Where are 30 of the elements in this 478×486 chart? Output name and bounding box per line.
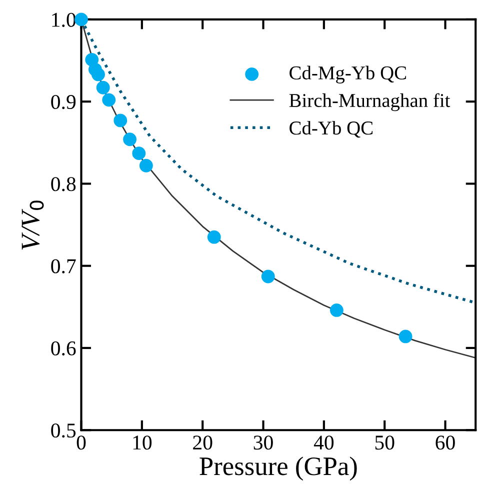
legend-label: Cd-Mg-Yb QC	[290, 66, 406, 84]
x-tick-label: 10	[133, 436, 152, 450]
point	[96, 80, 110, 94]
x-tick-label: 60	[436, 436, 455, 450]
legend-label: Cd-Yb QC	[290, 120, 372, 138]
point	[398, 330, 412, 344]
point	[139, 158, 153, 172]
x-tick-label: 50	[375, 436, 394, 450]
x-tick-label: 20	[193, 436, 212, 450]
point	[102, 93, 116, 107]
point	[74, 12, 88, 26]
point	[261, 270, 275, 284]
y-tick-label: 0.7	[51, 259, 76, 274]
x-tick-label: 0	[76, 436, 86, 450]
legend-label: Birch-Murnaghan fit	[289, 93, 450, 112]
x-tick-label: 40	[314, 436, 334, 450]
x-tick-label: 30	[254, 436, 273, 450]
y-tick-label: 0.5	[51, 423, 76, 438]
point	[114, 114, 128, 128]
point	[92, 68, 105, 82]
y-tick-label: 0.9	[51, 94, 76, 110]
point	[330, 303, 344, 317]
y-tick-label: 0.6	[51, 341, 76, 356]
y-tick-label: 1.0	[52, 12, 76, 27]
point	[132, 146, 146, 160]
y-tick-label: 0.8	[51, 177, 76, 192]
y-axis-title: V/V$_{0}$	[22, 200, 44, 250]
point	[123, 132, 137, 146]
x-axis-title: Pressure (GPa)	[200, 456, 357, 481]
point	[207, 230, 221, 244]
